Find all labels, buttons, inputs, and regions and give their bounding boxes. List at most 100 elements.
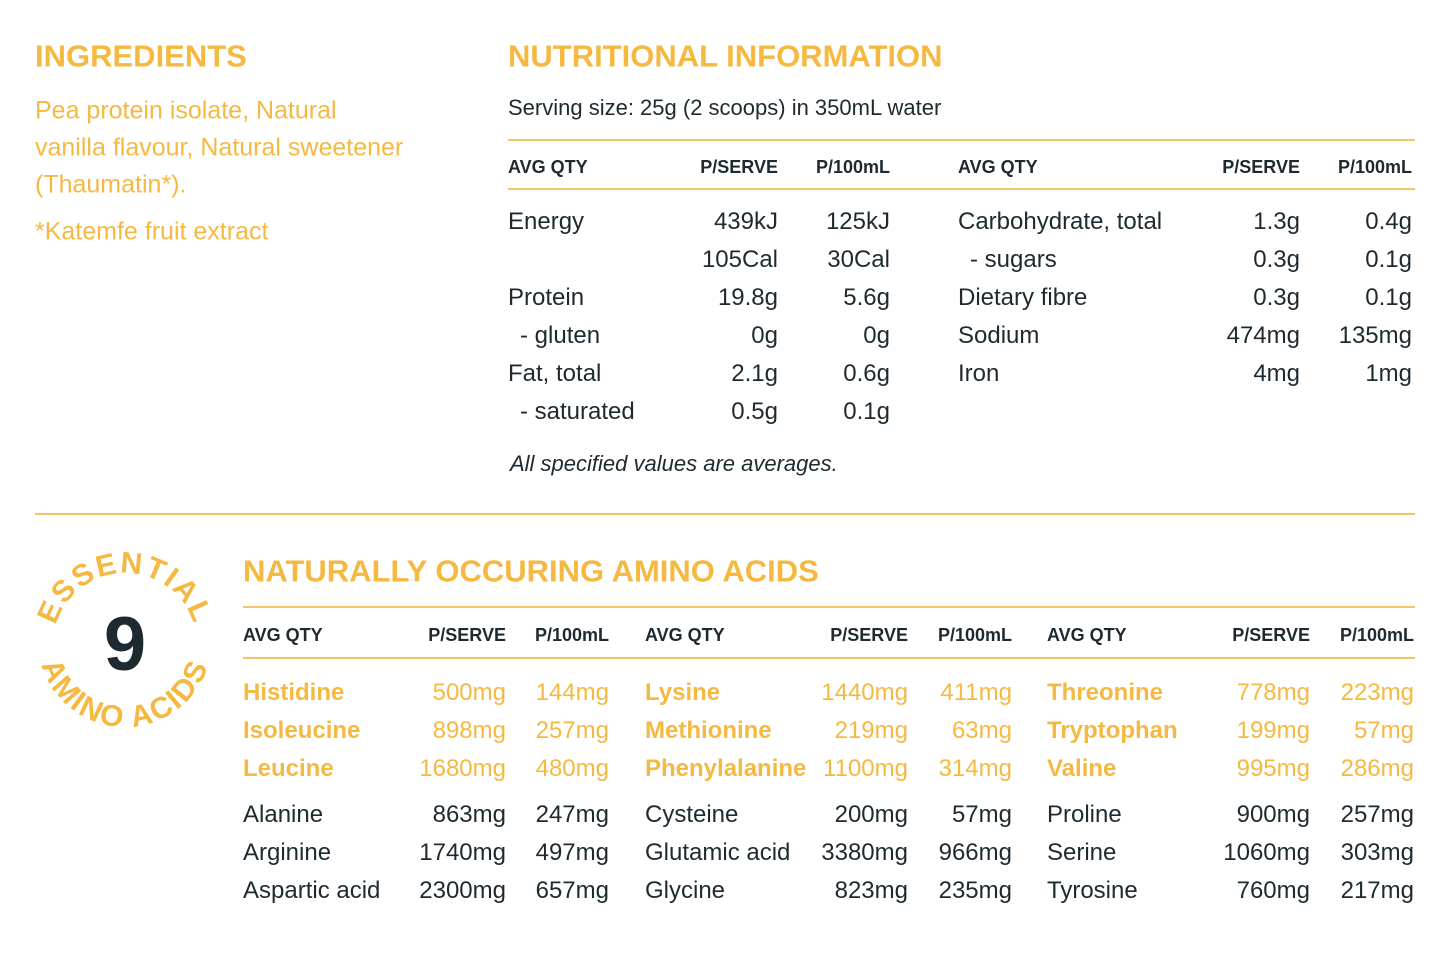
cell-value: 219mg — [834, 717, 908, 744]
cell-value: 247mg — [535, 801, 609, 828]
cell-value: 3380mg — [821, 839, 908, 866]
cell-value: 1mg — [1365, 360, 1412, 387]
column-header: P/100mL — [1339, 625, 1414, 645]
ingredients-note: *Katemfe fruit extract — [35, 217, 269, 246]
amino-name: Isoleucine — [243, 717, 361, 744]
rule — [35, 513, 1415, 515]
serving-size: Serving size: 25g (2 scoops) in 350mL wa… — [508, 95, 942, 120]
column-header: AVG QTY — [508, 157, 588, 177]
cell-value: 1680mg — [419, 755, 506, 782]
cell-value: 657mg — [535, 877, 609, 904]
column-header: P/100mL — [1337, 157, 1412, 177]
cell-value: 257mg — [1340, 801, 1414, 828]
amino-name: Aspartic acid — [243, 877, 381, 904]
rule — [508, 139, 1415, 141]
rule — [243, 657, 1415, 659]
amino-name: Proline — [1047, 801, 1122, 828]
cell-value: 0.6g — [843, 360, 890, 387]
column-header: P/100mL — [815, 157, 890, 177]
cell-value: 257mg — [535, 717, 609, 744]
cell-value: 235mg — [938, 877, 1012, 904]
row-label: - gluten — [520, 322, 601, 349]
cell-value: 19.8g — [717, 284, 778, 311]
badge-number: 9 — [104, 602, 146, 687]
cell-value: 1740mg — [419, 839, 506, 866]
amino-name: Serine — [1047, 839, 1117, 866]
cell-value: 1.3g — [1253, 208, 1300, 235]
row-label: Sodium — [958, 322, 1040, 349]
cell-value: 966mg — [938, 839, 1012, 866]
row-label: - saturated — [520, 398, 635, 425]
cell-value: 217mg — [1340, 877, 1414, 904]
cell-value: 286mg — [1340, 755, 1414, 782]
cell-value: 900mg — [1236, 801, 1310, 828]
cell-value: 2.1g — [731, 360, 778, 387]
cell-value: 0.5g — [731, 398, 778, 425]
column-header: P/100mL — [937, 625, 1012, 645]
cell-value: 500mg — [432, 679, 506, 706]
cell-value: 411mg — [940, 679, 1012, 706]
amino-name: Histidine — [243, 679, 345, 706]
column-header: P/SERVE — [1232, 625, 1310, 645]
column-header: P/SERVE — [700, 157, 778, 177]
cell-value: 1100mg — [823, 755, 908, 782]
cell-value: 0g — [863, 322, 890, 349]
amino-name: Valine — [1047, 755, 1117, 782]
cell-value: 314mg — [938, 755, 1012, 782]
cell-value: 303mg — [1340, 839, 1414, 866]
cell-value: 474mg — [1226, 322, 1300, 349]
footnote: All specified values are averages. — [510, 451, 838, 476]
cell-value: 30Cal — [827, 246, 890, 273]
row-label: Dietary fibre — [958, 284, 1088, 311]
cell-value: 0g — [751, 322, 778, 349]
cell-value: 0.3g — [1253, 284, 1300, 311]
cell-value: 0.4g — [1365, 208, 1412, 235]
cell-value: 63mg — [951, 717, 1012, 744]
amino-name: Leucine — [243, 755, 334, 782]
section-title: NATURALLY OCCURING AMINO ACIDS — [243, 553, 819, 589]
cell-value: 5.6g — [843, 284, 890, 311]
cell-value: 57mg — [951, 801, 1012, 828]
column-header: P/100mL — [534, 625, 609, 645]
cell-value: 995mg — [1236, 755, 1310, 782]
row-label: Protein — [508, 284, 585, 311]
cell-value: 223mg — [1340, 679, 1414, 706]
cell-value: 863mg — [432, 801, 506, 828]
row-label: Energy — [508, 208, 585, 235]
amino-name: Methionine — [645, 717, 772, 744]
amino-name: Alanine — [243, 801, 324, 828]
cell-value: 0.1g — [843, 398, 890, 425]
cell-value: 439kJ — [713, 208, 778, 235]
cell-value: 0.1g — [1365, 284, 1412, 311]
column-header: AVG QTY — [243, 625, 323, 645]
cell-value: 0.1g — [1365, 246, 1412, 273]
column-header: P/SERVE — [1222, 157, 1300, 177]
cell-value: 2300mg — [419, 877, 506, 904]
cell-value: 760mg — [1236, 877, 1310, 904]
ingredients-line: vanilla flavour, Natural sweetener — [35, 133, 404, 162]
amino-name: Arginine — [243, 839, 332, 866]
ingredients-line: (Thaumatin*). — [35, 170, 187, 199]
cell-value: 0.3g — [1253, 246, 1300, 273]
column-header: P/SERVE — [830, 625, 908, 645]
amino-name: Tyrosine — [1047, 877, 1138, 904]
cell-value: 480mg — [535, 755, 609, 782]
rule — [243, 606, 1415, 608]
cell-value: 125kJ — [825, 208, 890, 235]
section-title: NUTRITIONAL INFORMATION — [508, 38, 943, 74]
row-label: Carbohydrate, total — [958, 208, 1163, 235]
amino-name: Threonine — [1047, 679, 1164, 706]
ingredients-line: Pea protein isolate, Natural — [35, 96, 337, 125]
cell-value: 497mg — [535, 839, 609, 866]
cell-value: 199mg — [1236, 717, 1310, 744]
cell-value: 4mg — [1253, 360, 1300, 387]
row-label: Iron — [958, 360, 1000, 387]
cell-value: 135mg — [1338, 322, 1412, 349]
column-header: AVG QTY — [1047, 625, 1127, 645]
cell-value: 144mg — [535, 679, 609, 706]
rule — [508, 188, 1415, 190]
cell-value: 200mg — [834, 801, 908, 828]
column-header: AVG QTY — [958, 157, 1038, 177]
row-label: Fat, total — [508, 360, 602, 387]
